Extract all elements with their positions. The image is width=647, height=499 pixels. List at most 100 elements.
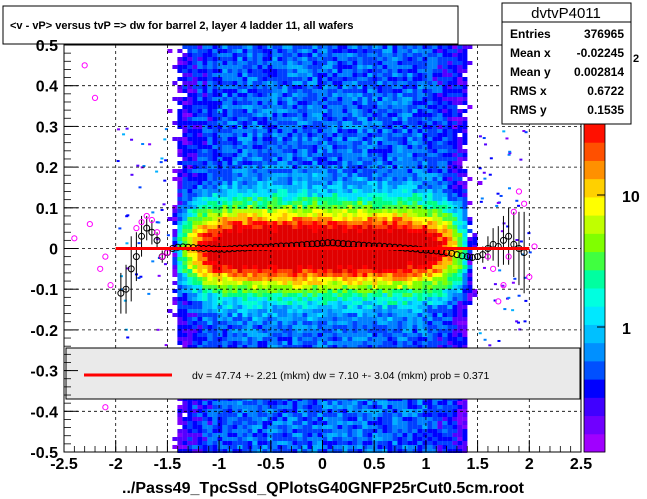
profile-point — [117, 289, 125, 297]
stats-value: 0.6722 — [587, 84, 624, 98]
color-scale-band — [584, 142, 605, 161]
profile-point — [463, 253, 471, 261]
profile-point-magenta — [531, 243, 538, 250]
footer-filename: ../Pass49_TpcSsd_QPlotsG40GNFP25rCut0.5c… — [122, 480, 525, 497]
y-tick-label: 0.3 — [36, 119, 58, 136]
axes-layer: -2.5 -2 -1.5 -1 -0.5 0 0.5 1 1.5 2 2.5 -0.5 -0.4 -0.3… — [30, 38, 592, 473]
profile-point-magenta — [153, 229, 161, 236]
profile-point — [324, 239, 332, 247]
color-scale-band — [584, 215, 605, 234]
profile-point-magenta — [490, 265, 497, 272]
color-scale: 110102 — [583, 53, 640, 453]
x-tick-label: 1 — [421, 456, 430, 473]
x-tick-label: -2.5 — [50, 456, 78, 473]
stats-value: 376965 — [584, 27, 624, 41]
y-tick-label: -0.2 — [30, 323, 58, 340]
y-tick-label: 0.5 — [36, 38, 58, 55]
x-tick-label: 0.5 — [363, 456, 385, 473]
stats-label: Mean y — [510, 65, 551, 79]
fit-legend: dv = 47.74 +- 2.21 (mkm) dw = 7.10 +- 3.… — [65, 347, 581, 400]
profile-point-magenta — [138, 218, 145, 226]
profile-point — [448, 249, 456, 257]
profile-point — [127, 265, 135, 273]
color-scale-band — [584, 433, 605, 453]
stats-label: RMS y — [510, 103, 547, 117]
y-tick-label: -0.3 — [30, 364, 58, 381]
stats-box: dvtvP4011 Entries 376965 Mean x -0.02245 Mea… — [501, 2, 632, 125]
profile-point — [329, 239, 337, 247]
color-scale-band — [584, 233, 605, 253]
y-tick-label: 0.2 — [36, 160, 58, 177]
profile-point-magenta — [71, 235, 78, 242]
color-scale-band — [584, 415, 605, 435]
color-scale-band — [584, 342, 605, 362]
profile-point-magenta — [495, 298, 502, 305]
y-tick-label: -0.1 — [30, 282, 58, 299]
profile-point-magenta — [81, 62, 88, 69]
stats-label: RMS x — [510, 84, 547, 98]
profile-point-magenta — [143, 212, 150, 220]
x-tick-label: -2 — [109, 456, 123, 473]
profile-point-magenta — [91, 94, 99, 102]
color-scale-band — [584, 379, 605, 398]
stats-value: -0.02245 — [577, 46, 625, 60]
profile-point — [143, 224, 151, 232]
profile-point — [505, 232, 513, 240]
y-tick-label: 0.1 — [36, 201, 58, 218]
y-tick-label: -0.4 — [30, 404, 58, 421]
colorbar-label: 10 — [622, 189, 640, 206]
color-scale-band — [584, 397, 605, 417]
stats-label: Mean x — [510, 46, 551, 60]
chart-title: <v - vP> versus tvP => dw for barrel 2, … — [10, 20, 353, 32]
x-tick-label: 2 — [525, 456, 534, 473]
profile-point-magenta — [500, 282, 507, 289]
profile-point — [339, 240, 347, 248]
profile-point-magenta — [510, 208, 517, 215]
x-tick-label: 1.5 — [466, 456, 488, 473]
y-tick-label: 0.4 — [36, 79, 58, 96]
profile-point — [138, 232, 146, 240]
color-scale-band — [584, 160, 605, 180]
color-scale-band — [584, 251, 605, 271]
profile-point — [132, 253, 140, 261]
profile-point — [453, 251, 461, 259]
color-scale-band — [584, 306, 605, 325]
profile-point — [153, 236, 161, 244]
stats-value: 0.002814 — [574, 65, 624, 79]
color-scale-band — [584, 196, 605, 216]
colorbar-label: 1 — [622, 321, 631, 338]
fit-legend-text: dv = 47.74 +- 2.21 (mkm) dw = 7.10 +- 3.… — [192, 370, 490, 382]
profile-point-magenta — [521, 200, 528, 207]
profile-point-magenta — [107, 282, 114, 289]
color-scale-band — [584, 288, 605, 307]
profile-point — [499, 236, 507, 244]
stats-name: dvtvP4011 — [531, 5, 601, 22]
profile-point — [319, 239, 326, 247]
profile-point — [458, 252, 466, 260]
profile-point-magenta — [484, 253, 492, 260]
color-scale-band — [584, 269, 605, 289]
color-scale-band — [584, 124, 605, 143]
profile-point-magenta — [526, 273, 533, 281]
profile-point — [334, 239, 342, 247]
title-box: <v - vP> versus tvP => dw for barrel 2, … — [2, 5, 459, 45]
profile-point-magenta — [97, 265, 104, 272]
profile-point-magenta — [515, 188, 523, 195]
x-tick-label: -1 — [212, 456, 226, 473]
profile-point — [122, 285, 130, 293]
profile-point-magenta — [148, 216, 155, 224]
profile-point-magenta — [159, 253, 166, 260]
color-scale-band — [584, 324, 605, 344]
colorbar-exponent: 2 — [633, 53, 639, 65]
profile-point-magenta — [86, 220, 93, 228]
profile-point-magenta — [102, 253, 109, 260]
stats-label: Entries — [510, 27, 551, 41]
profile-point — [468, 253, 476, 261]
x-tick-label: -1.5 — [154, 456, 182, 473]
profile-point-magenta — [505, 253, 512, 260]
x-tick-label: -0.5 — [257, 456, 285, 473]
stats-value: 0.1535 — [587, 103, 624, 117]
profile-point — [313, 240, 321, 248]
x-tick-label: 0 — [318, 456, 327, 473]
